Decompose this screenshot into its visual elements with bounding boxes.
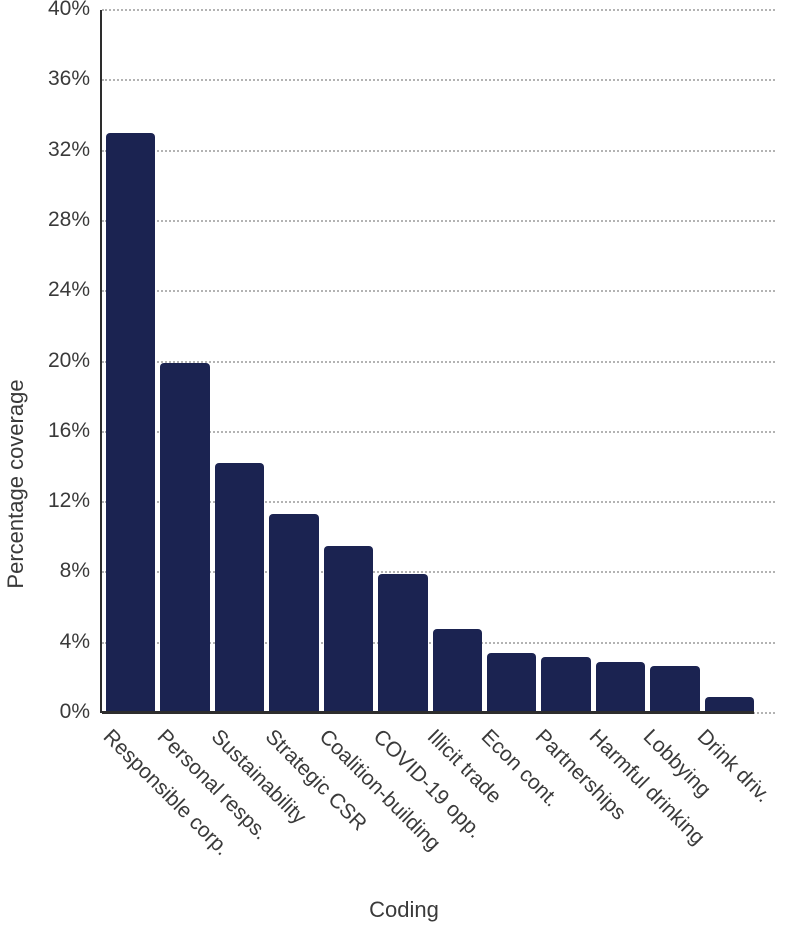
y-tick-label: 0% (59, 700, 90, 723)
gridline-24 (102, 290, 775, 293)
gridline-40 (102, 9, 775, 11)
gridline-28 (102, 219, 775, 222)
bar-harmful-drinking (595, 662, 646, 713)
x-axis-title: Coding (369, 897, 439, 922)
gridline-8 (102, 571, 775, 574)
gridline-12 (102, 501, 775, 504)
y-tick-label: 4% (59, 629, 90, 653)
y-tick-label: 8% (59, 559, 90, 583)
plot-area (100, 9, 775, 714)
gridline-20 (102, 360, 775, 363)
bars-layer (106, 10, 755, 713)
y-tick-label: 12% (47, 489, 90, 513)
gridline-16 (102, 430, 775, 433)
bar-drink-driv (704, 697, 755, 713)
bar-illicit-trade (432, 628, 482, 713)
bar-personal-resps (160, 363, 210, 713)
bar-covid-19-opp (378, 574, 428, 713)
bar-partnerships (541, 656, 591, 713)
bar-sustainability (214, 463, 265, 713)
y-tick-label: 16% (47, 418, 90, 442)
y-tick-label: 28% (47, 207, 90, 231)
gridline-32 (102, 149, 775, 152)
y-tick-label: 36% (47, 67, 90, 91)
x-axis-line (102, 711, 754, 714)
bar-econ-cont (486, 653, 537, 713)
bar-strategic-csr (269, 514, 319, 713)
bar-coalition-building (323, 546, 374, 713)
y-tick-label: 24% (47, 278, 90, 302)
bar-lobbying (650, 665, 700, 713)
y-tick-label: 20% (47, 348, 90, 372)
bar-responsible-corp (106, 133, 156, 713)
y-tick-label: 32% (47, 137, 90, 161)
gridline-36 (102, 79, 775, 82)
y-axis-title: Percentage coverage (3, 379, 28, 589)
y-tick-label: 40% (47, 0, 90, 20)
